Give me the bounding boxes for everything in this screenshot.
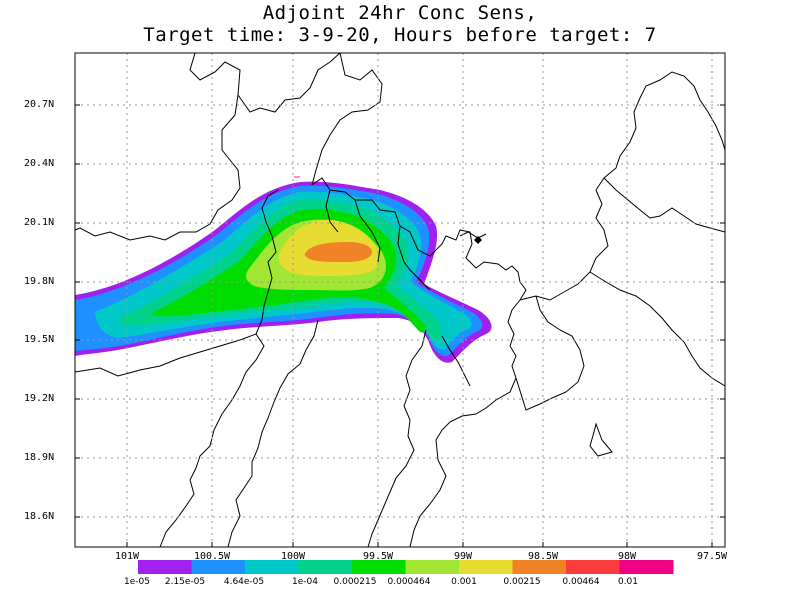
- x-tick-label: 99W: [453, 551, 473, 562]
- x-tick-label: 99.5W: [362, 551, 394, 562]
- colorbar-label: 0.00215: [503, 577, 541, 587]
- colorbar-swatch: [245, 560, 299, 574]
- target-marker-icon: [474, 236, 482, 244]
- y-tick-label: 19.2N: [24, 393, 55, 404]
- x-tick-label: 100.5W: [193, 551, 231, 562]
- x-tick-label: 97.5W: [696, 551, 728, 562]
- y-tick-label: 20.1N: [24, 217, 55, 228]
- colorbar-swatch: [352, 560, 406, 574]
- state-boundaries: [74, 52, 726, 548]
- x-tick-label: 101W: [114, 551, 140, 562]
- plot-title-line2: Target time: 3-9-20, Hours before target…: [143, 24, 657, 46]
- sensitivity-plume: [75, 181, 492, 363]
- colorbar-label: 0.01: [617, 577, 639, 587]
- colorbar-label: 4.64e-05: [223, 577, 265, 587]
- colorbar-swatch: [191, 560, 246, 574]
- plot-title-line1: Adjoint 24hr Conc Sens,: [262, 2, 538, 24]
- y-tick-label: 19.5N: [24, 334, 55, 345]
- y-tick-label: 20.7N: [24, 99, 55, 110]
- plume-level8: [304, 242, 372, 262]
- x-tick-label: 98W: [617, 551, 637, 562]
- y-tick-label: 18.6N: [24, 511, 55, 522]
- colorbar-label: 0.001: [451, 577, 477, 587]
- x-tick-label: 98.5W: [527, 551, 559, 562]
- colorbar-swatch: [138, 560, 192, 574]
- colorbar-swatch: [512, 560, 567, 574]
- colorbar-label: 1e-05: [124, 577, 150, 587]
- colorbar: [138, 560, 674, 574]
- colorbar-swatch: [566, 560, 620, 574]
- colorbar-swatch: [298, 560, 353, 574]
- x-tick-label: 100W: [280, 551, 306, 562]
- axis-ticks: [75, 104, 725, 547]
- colorbar-label: 2.15e-05: [164, 577, 206, 587]
- y-tick-label: 18.9N: [24, 452, 55, 463]
- colorbar-swatch: [459, 560, 513, 574]
- colorbar-swatch: [619, 560, 674, 574]
- y-tick-label: 20.4N: [24, 158, 55, 169]
- colorbar-label: 0.00464: [562, 577, 600, 587]
- plot-frame: [74, 52, 726, 548]
- grid-lines: [75, 53, 725, 547]
- colorbar-swatch: [405, 560, 460, 574]
- y-tick-label: 19.8N: [24, 276, 55, 287]
- colorbar-label: 0.000464: [387, 577, 431, 587]
- colorbar-label: 0.000215: [333, 577, 377, 587]
- colorbar-label: 1e-04: [292, 577, 318, 587]
